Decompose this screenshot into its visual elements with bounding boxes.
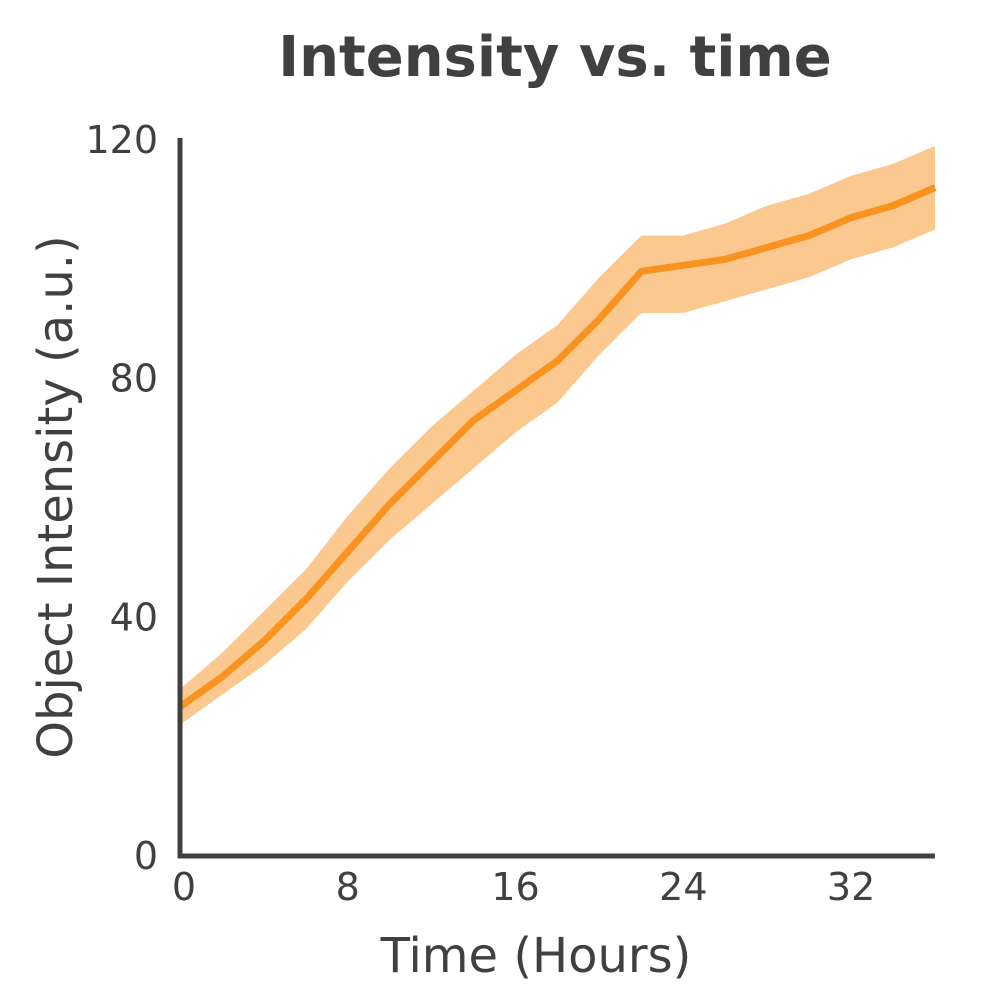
y-tick-labels: 0 40 80 120	[85, 118, 158, 878]
y-tick-label: 120	[85, 118, 158, 162]
x-tick-label: 32	[827, 865, 875, 909]
y-tick-label: 80	[110, 357, 158, 401]
x-tick-label: 24	[659, 865, 707, 909]
chart-title: Intensity vs. time	[278, 25, 832, 90]
intensity-line	[177, 184, 937, 710]
y-tick-label: 0	[134, 834, 158, 878]
x-tick-label: 8	[336, 865, 360, 909]
x-tick-label: 16	[491, 865, 539, 909]
x-tick-labels: 0 8 16 24 32	[172, 865, 875, 909]
y-axis-label: Object Intensity (a.u.)	[28, 235, 84, 759]
x-axis-label: Time (Hours)	[380, 928, 692, 984]
confidence-band	[180, 146, 935, 725]
x-tick-label: 0	[172, 865, 196, 909]
plot-area	[177, 146, 937, 725]
y-tick-label: 40	[110, 595, 158, 639]
